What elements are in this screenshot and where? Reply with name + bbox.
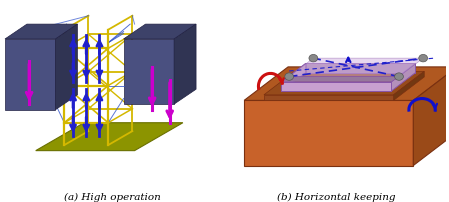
- Polygon shape: [264, 72, 424, 95]
- Polygon shape: [393, 72, 424, 101]
- Polygon shape: [123, 40, 174, 105]
- Title: (a) High operation: (a) High operation: [64, 192, 161, 201]
- Circle shape: [309, 55, 318, 63]
- Polygon shape: [289, 59, 423, 77]
- Polygon shape: [264, 95, 393, 101]
- Polygon shape: [244, 101, 413, 166]
- Title: (b) Horizontal keeping: (b) Horizontal keeping: [277, 192, 396, 201]
- Circle shape: [395, 74, 403, 81]
- Circle shape: [285, 74, 294, 81]
- Polygon shape: [413, 67, 449, 166]
- Polygon shape: [392, 64, 415, 92]
- Polygon shape: [282, 77, 399, 82]
- Polygon shape: [282, 64, 306, 92]
- Polygon shape: [5, 40, 56, 110]
- Polygon shape: [306, 64, 415, 73]
- Polygon shape: [56, 25, 78, 110]
- Polygon shape: [244, 67, 449, 101]
- Polygon shape: [282, 82, 392, 92]
- Polygon shape: [36, 123, 183, 151]
- Circle shape: [419, 55, 427, 63]
- Polygon shape: [174, 25, 196, 105]
- Polygon shape: [123, 25, 196, 40]
- Polygon shape: [5, 25, 78, 40]
